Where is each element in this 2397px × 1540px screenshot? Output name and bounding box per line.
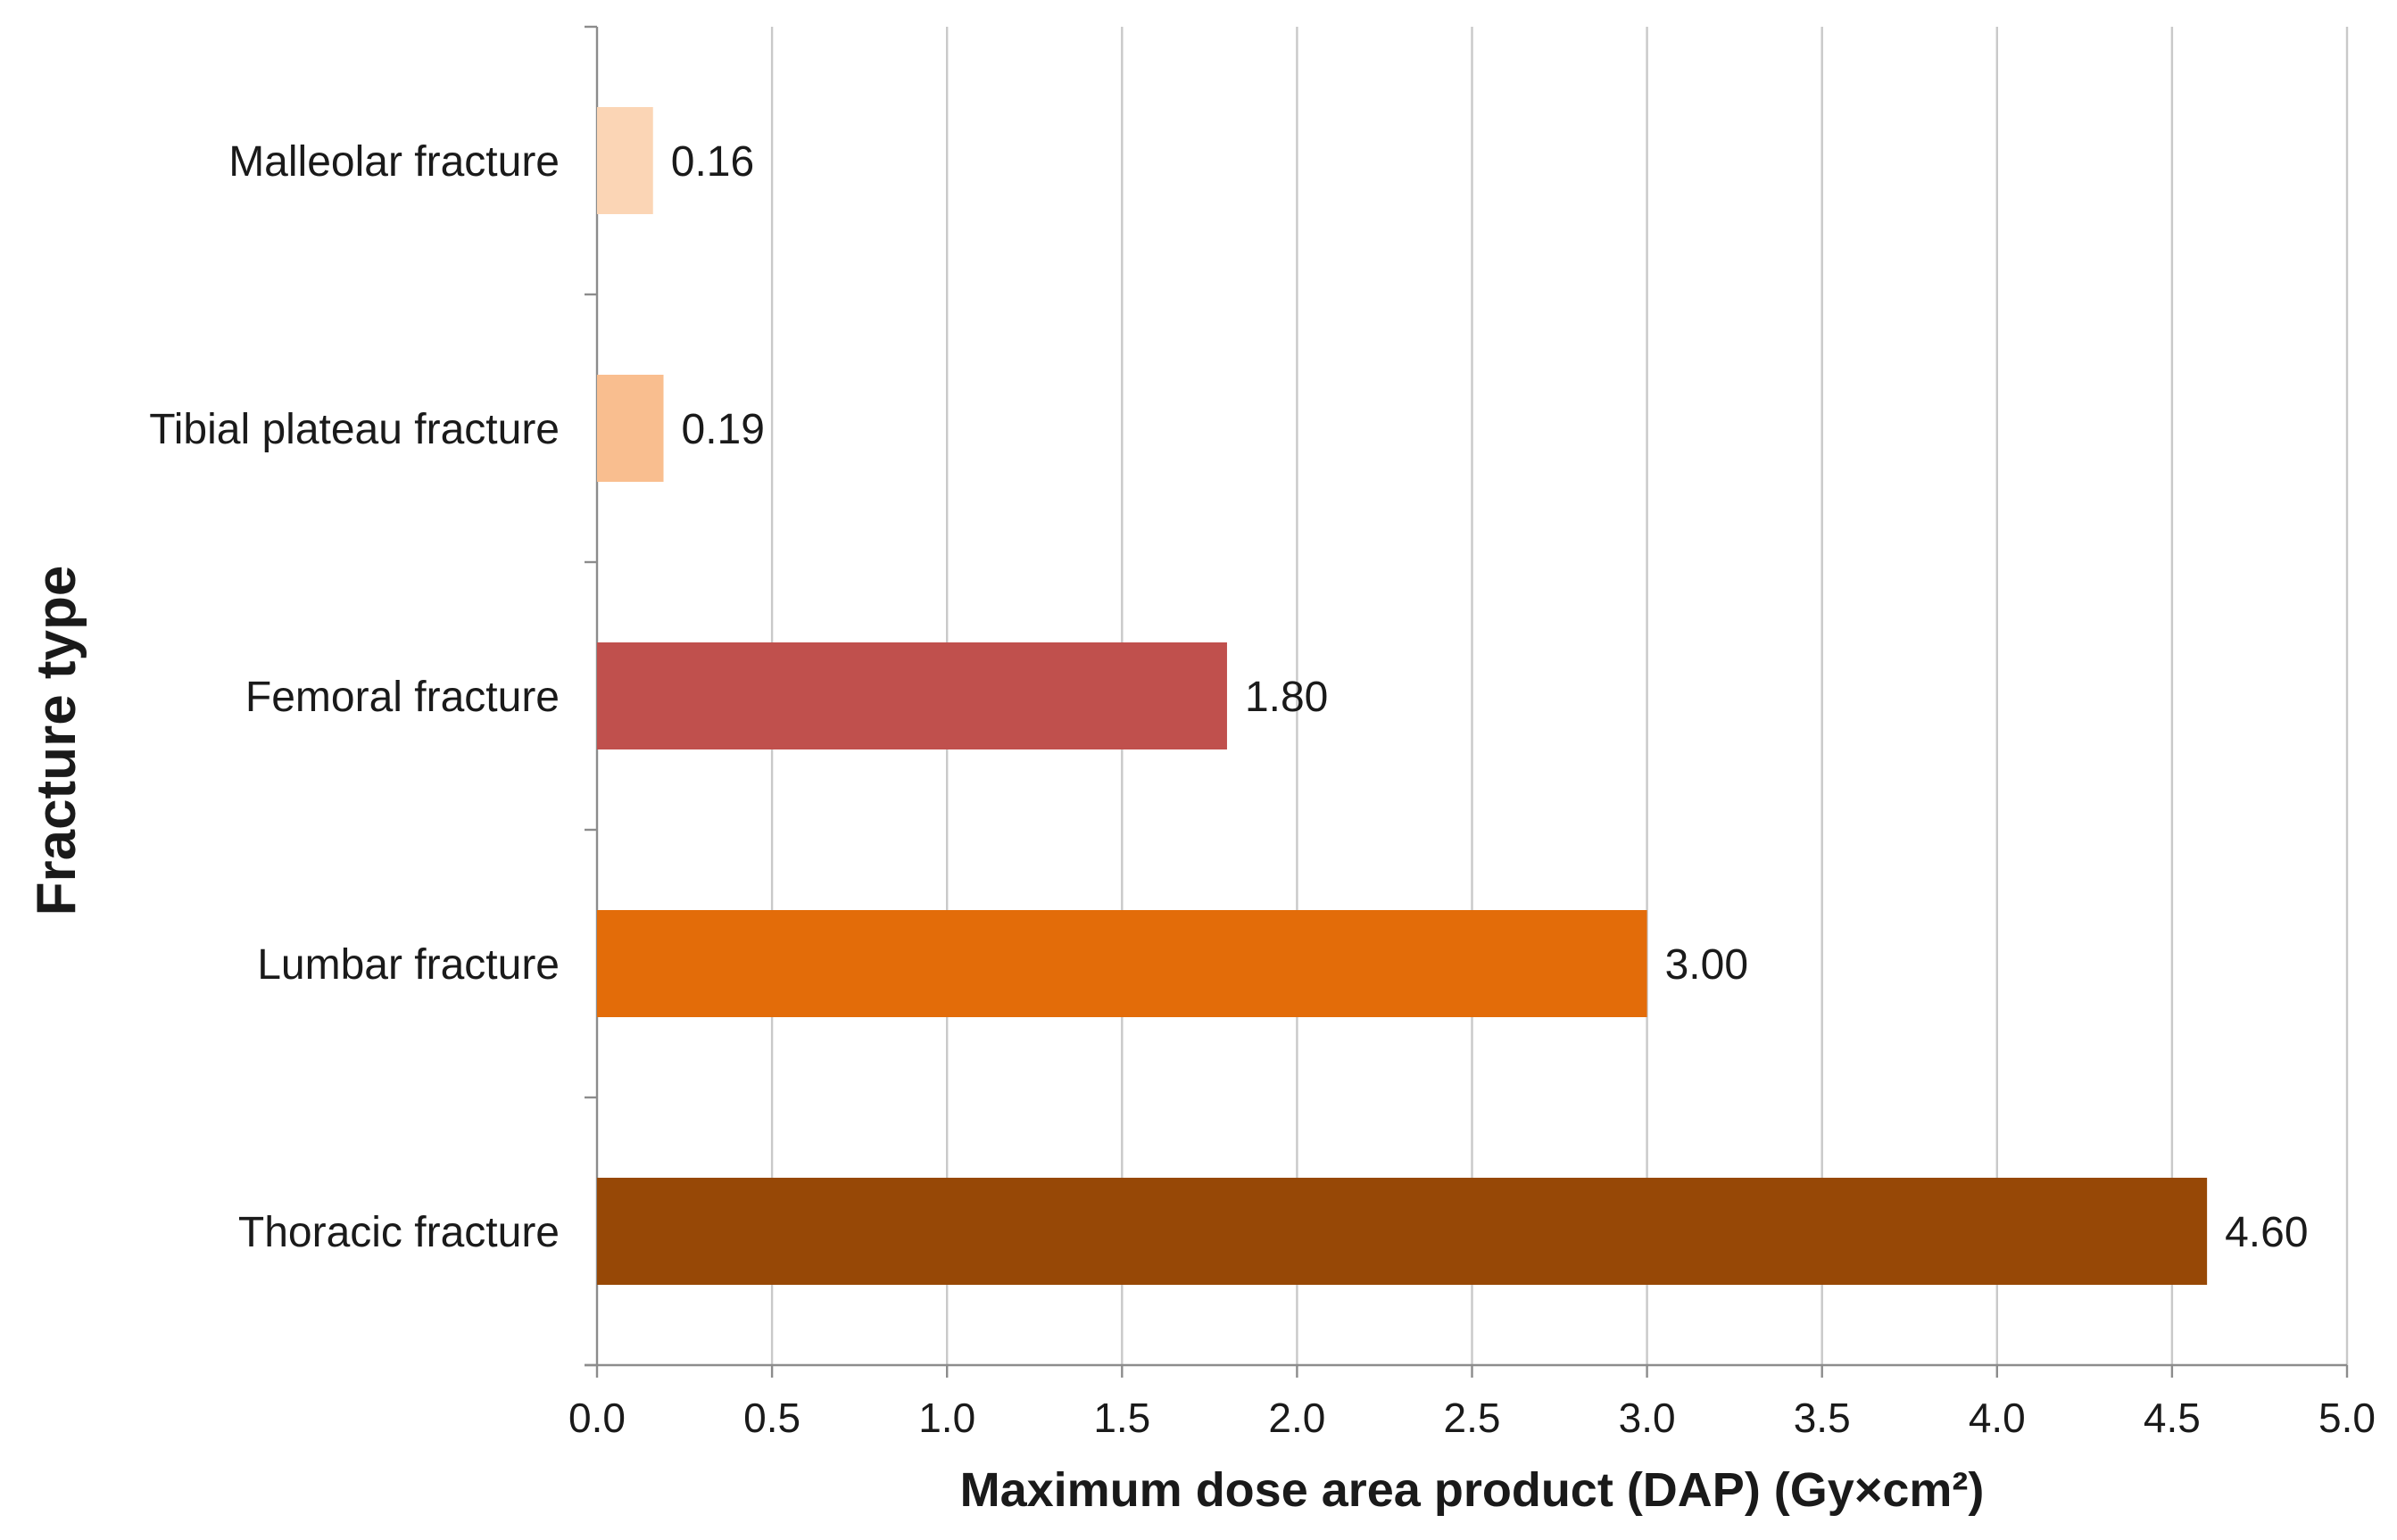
bars bbox=[597, 107, 2208, 1285]
category-label: Tibial plateau fracture bbox=[149, 406, 560, 453]
x-tick-label: 0.5 bbox=[743, 1395, 800, 1441]
data-label: 0.16 bbox=[671, 138, 754, 186]
data-label: 1.80 bbox=[1245, 674, 1328, 721]
x-tick-label: 5.0 bbox=[2318, 1395, 2376, 1441]
bar bbox=[597, 107, 653, 214]
gridlines bbox=[770, 27, 2349, 1365]
data-label: 0.19 bbox=[682, 406, 765, 453]
bar bbox=[597, 910, 1647, 1017]
x-tick-label: 2.5 bbox=[1444, 1395, 1501, 1441]
x-tick-label: 1.5 bbox=[1093, 1395, 1150, 1441]
bar bbox=[597, 375, 664, 482]
labels: 0.0 0.5 1.0 1.5 2.0 2.5 3.0 3.5 4.0 4.5 5.0 Malleol… bbox=[149, 138, 2376, 1441]
x-tick-label: 4.5 bbox=[2144, 1395, 2201, 1441]
x-tick-label: 1.0 bbox=[918, 1395, 975, 1441]
bar bbox=[597, 1178, 2208, 1285]
y-axis-title: Fracture type bbox=[26, 566, 87, 916]
category-label: Malleolar fracture bbox=[228, 138, 560, 186]
category-label: Thoracic fracture bbox=[238, 1209, 560, 1256]
x-axis-title: Maximum dose area product (DAP) (Gy×cm²) bbox=[960, 1463, 1985, 1517]
data-label: 3.00 bbox=[1665, 941, 1748, 989]
x-tick-label: 2.0 bbox=[1268, 1395, 1325, 1441]
category-label: Femoral fracture bbox=[245, 674, 560, 721]
category-label: Lumbar fracture bbox=[257, 941, 560, 989]
data-label: 4.60 bbox=[2225, 1209, 2308, 1256]
x-tick-label: 3.0 bbox=[1619, 1395, 1676, 1441]
x-tick-label: 4.0 bbox=[1969, 1395, 2026, 1441]
x-tick-label: 3.5 bbox=[1794, 1395, 1851, 1441]
x-tick-label: 0.0 bbox=[568, 1395, 626, 1441]
bar bbox=[597, 642, 1227, 749]
